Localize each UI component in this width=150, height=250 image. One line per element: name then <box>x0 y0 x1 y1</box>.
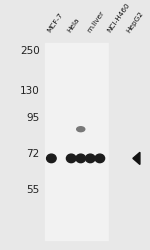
Text: HepG2: HepG2 <box>126 10 145 34</box>
Ellipse shape <box>66 154 76 163</box>
Ellipse shape <box>77 127 85 132</box>
Text: 55: 55 <box>26 185 40 195</box>
Ellipse shape <box>76 154 86 163</box>
Text: m.liver: m.liver <box>86 10 105 34</box>
Text: Hela: Hela <box>66 17 80 34</box>
Bar <box>45 43 109 240</box>
Bar <box>109 43 130 240</box>
Text: 250: 250 <box>20 46 40 56</box>
Polygon shape <box>133 152 140 164</box>
Ellipse shape <box>85 154 95 163</box>
Text: 72: 72 <box>26 149 40 159</box>
Text: 130: 130 <box>20 86 40 96</box>
Text: MCF-7: MCF-7 <box>46 12 64 34</box>
Text: NCI-H460: NCI-H460 <box>106 2 130 34</box>
Ellipse shape <box>95 154 105 163</box>
Ellipse shape <box>47 154 56 163</box>
Text: 95: 95 <box>26 113 40 123</box>
